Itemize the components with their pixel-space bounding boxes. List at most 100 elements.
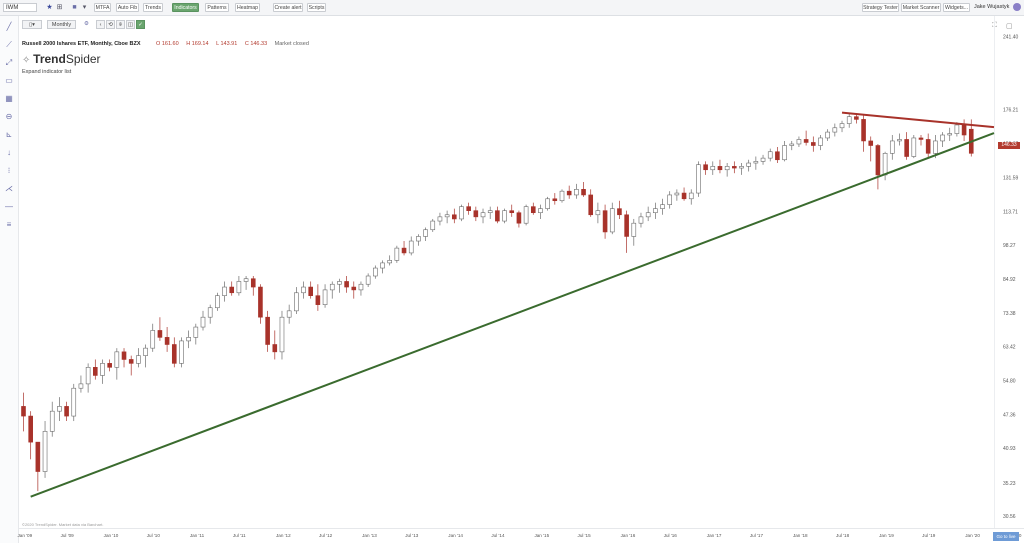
fib-tool-icon[interactable]: ⊾ <box>5 130 13 139</box>
toolbar-button-heatmap[interactable]: Heatmap <box>235 3 260 12</box>
candle-body <box>444 214 450 218</box>
candle-body <box>121 351 127 360</box>
toolbar-button-market-scanner[interactable]: Market Scanner <box>901 3 941 12</box>
candle-body <box>882 153 888 176</box>
back-icon[interactable]: ‹ <box>96 20 105 29</box>
candle-body <box>322 289 328 305</box>
candle-body <box>624 214 629 237</box>
snap-icon[interactable]: ⌾ <box>116 20 125 29</box>
expand-indicator-link[interactable]: Expand indicator list <box>22 69 72 75</box>
x-tick-label: Jul '10 <box>147 533 161 538</box>
candle-body <box>667 194 673 205</box>
candle-body <box>93 367 98 376</box>
candle-body <box>696 164 701 194</box>
candle-body <box>28 415 33 443</box>
candle-body <box>940 134 945 142</box>
gear-icon[interactable]: ⚙ <box>84 21 89 27</box>
candle-body <box>430 220 436 231</box>
candle-body <box>746 162 751 167</box>
compare-icon[interactable]: ⊞ <box>56 4 63 11</box>
candle-body <box>157 330 163 338</box>
candle-body <box>222 286 227 296</box>
candle-body <box>911 137 917 157</box>
arrow-down-tool-icon[interactable]: ↓ <box>7 148 11 157</box>
candle-body <box>530 206 536 214</box>
toolbar-button-scripts[interactable]: Scripts <box>307 3 326 12</box>
candle-body <box>703 164 708 171</box>
candle-body <box>308 286 314 296</box>
vertical-line-tool-icon[interactable]: ⁝ <box>7 166 11 175</box>
candle-body <box>732 166 737 169</box>
x-tick-label: Jan '12 <box>276 533 291 538</box>
candle-body <box>502 210 507 222</box>
toolbar-button-strategy-tester[interactable]: Strategy Tester <box>862 3 899 12</box>
close-panel-icon[interactable]: ▢ <box>1006 23 1013 30</box>
go-live-button[interactable]: Go to live <box>993 532 1019 541</box>
x-tick-label: Jul '18 <box>836 533 850 538</box>
logo-text-light: Spider <box>65 52 101 66</box>
candle-body <box>588 194 594 216</box>
candle-body <box>868 140 874 146</box>
channel-tool-icon[interactable]: ⤢ <box>5 58 13 67</box>
save-icon[interactable]: ✓ <box>136 20 145 29</box>
low-value: L 143.91 <box>216 41 238 47</box>
candle-body <box>717 166 723 171</box>
reset-icon[interactable]: ⟲ <box>106 20 115 29</box>
user-name[interactable]: Jake Wujastyk <box>974 4 1010 10</box>
x-tick-label: Jan '09 <box>18 533 33 538</box>
chart-type-button[interactable]: ▯▾ <box>22 20 42 29</box>
toolbar-button-widgets[interactable]: Widgets... <box>943 3 970 12</box>
x-tick-label: Jul '19 <box>922 533 936 538</box>
candle-body <box>329 283 335 291</box>
camera-icon[interactable]: ◫ <box>126 20 135 29</box>
rectangle-tool-icon[interactable]: ▭ <box>5 76 13 85</box>
x-tick-label: Jan '18 <box>793 533 808 538</box>
toolbar-button-create-alert[interactable]: Create alert <box>273 3 303 12</box>
top-toolbar: IWM ★ ⊞ ■ ▾ MTFA Auto Fib Trends Indicators… <box>0 0 1024 16</box>
symbol-input[interactable]: IWM <box>3 3 37 12</box>
candle-body <box>538 208 543 214</box>
candle-body <box>918 137 924 140</box>
ohlc-legend: Russell 2000 Ishares ETF, Monthly, Cboe … <box>22 41 309 47</box>
high-value: H 169.14 <box>186 41 209 47</box>
color-square-icon[interactable]: ■ <box>72 4 77 11</box>
horizontal-line-tool-icon[interactable]: — <box>5 202 13 211</box>
y-tick-label: 176.21 <box>1003 108 1019 114</box>
time-axis[interactable] <box>18 528 1024 544</box>
pitchfork-tool-icon[interactable]: ⋌ <box>5 184 13 193</box>
y-tick-label: 35.23 <box>1003 481 1016 487</box>
candle-body <box>57 406 62 412</box>
settings-sliders-icon[interactable]: ≡ <box>6 220 12 229</box>
candle-body <box>818 137 823 146</box>
price-axis[interactable] <box>994 16 1024 528</box>
chevron-down-icon[interactable]: ▾ <box>82 4 87 11</box>
candle-body <box>495 210 500 222</box>
candle-body <box>710 166 716 171</box>
candle-body <box>315 295 321 305</box>
star-icon[interactable]: ★ <box>46 4 53 11</box>
candle-body <box>150 330 156 349</box>
toolbar-button-patterns[interactable]: Patterns <box>205 3 229 12</box>
interval-select[interactable]: Monthly <box>47 20 76 29</box>
x-tick-label: Jul '14 <box>491 533 505 538</box>
candle-body <box>387 260 392 264</box>
candle-body <box>861 119 866 142</box>
toolbar-button-mtfa[interactable]: MTFA <box>94 3 111 12</box>
ray-tool-icon[interactable]: ⟋ <box>6 40 12 49</box>
toolbar-button-trends[interactable]: Trends <box>143 3 163 12</box>
candle-body <box>215 295 220 309</box>
circle-tool-icon[interactable]: ⊖ <box>5 112 13 121</box>
trendline-tool-icon[interactable]: ╱ <box>6 22 12 31</box>
candle-body <box>459 206 464 220</box>
candle-body <box>810 142 816 146</box>
candle-body <box>272 344 278 353</box>
toolbar-button-auto-fib[interactable]: Auto Fib <box>116 3 139 12</box>
toolbar-button-indicators[interactable]: Indicators <box>172 3 199 12</box>
x-tick-label: Jan '20 <box>965 533 980 538</box>
fill-tool-icon[interactable]: ▦ <box>5 94 13 103</box>
candle-body <box>552 198 558 202</box>
avatar[interactable] <box>1013 3 1021 11</box>
candle-body <box>638 216 644 224</box>
candle-body <box>451 214 457 220</box>
